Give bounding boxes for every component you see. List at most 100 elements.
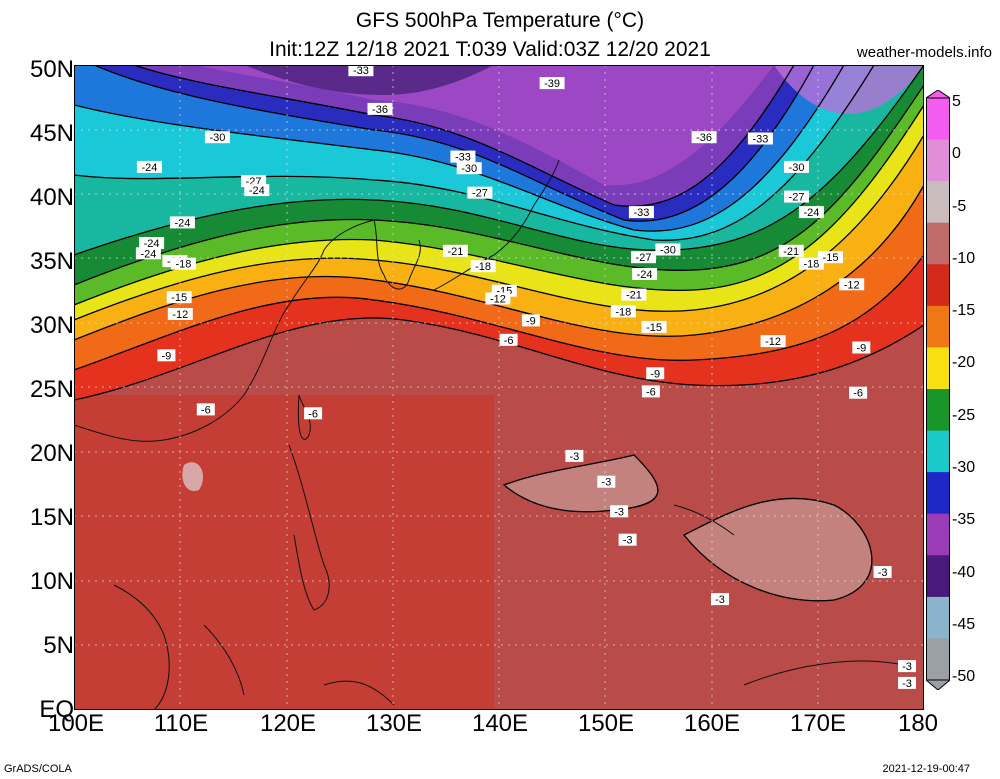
lat-label-50n: 50N [29,56,74,83]
contour-label-text: -15 [171,292,187,304]
contour-label-text: -30 [209,132,225,144]
west-warm-field [74,395,494,710]
contour-label-text: -24 [140,248,156,260]
colorbar-swatch [926,98,950,141]
contour-label: -27 [467,186,493,200]
lon-label-110e: 110E [153,710,209,737]
contour-label: -27 [631,251,656,264]
colorbar-label: -40 [952,563,976,581]
contour-label-text: -21 [783,246,799,258]
contour-label: -18 [610,305,636,318]
contour-label: -12 [760,335,786,348]
colorbar-label: -20 [952,354,976,372]
contour-label-text: -24 [249,185,265,197]
contour-label-text: -39 [544,78,560,90]
contour-label: -3 [597,475,616,489]
contour-label: -12 [839,278,865,291]
contour-label-text: -36 [372,104,388,116]
lat-label-5n: 5N [43,632,74,659]
contour-label: -18 [170,257,196,271]
temperature-map[interactable]: -39-36-36-33-33-33-33-30-30 -30-30-27-27-… [74,65,924,710]
contour-label-text: -3 [878,567,888,579]
colorbar-swatch [926,222,950,265]
contour-label-text: -9 [856,343,866,355]
colorbar-label: 0 [952,145,961,163]
contour-label-text: -15 [646,322,662,334]
contour-label: -12 [485,292,511,306]
contour-label: -27 [784,190,809,204]
contour-label: -21 [778,244,804,258]
contour-label: -18 [470,260,496,273]
map-subtitle: Init:12Z 12/18 2021 T:039 Valid:03Z 12/2… [269,38,711,61]
contour-label: -33 [450,150,476,164]
contour-label: -36 [367,102,393,116]
lon-label-170e: 170E [789,710,847,737]
contour-label-text: -18 [475,261,491,273]
lon-label-140e: 140E [471,710,529,737]
contour-label-text: -18 [175,259,191,271]
contour-label-text: -3 [570,451,580,463]
contour-label-text: -36 [696,132,712,144]
colorbar-frame [926,97,950,681]
contour-label: -3 [618,533,637,547]
contour-label-text: -33 [353,65,369,77]
lat-label-10n: 10N [29,568,74,595]
contour-label: -21 [621,288,647,302]
contour-label-text: -12 [844,279,860,291]
warm-patch-1 [504,455,658,512]
contour-label-text: -24 [803,207,819,219]
contour-label: -15 [166,291,192,304]
colorbar-label: 5 [952,93,961,110]
contour-label: -30 [456,162,482,175]
contour-label-text: -12 [490,294,506,306]
map-title: GFS 500hPa Temperature (°C) [355,9,645,32]
contour-label: -6 [641,385,660,398]
colorbar-label: -35 [952,511,976,529]
colorbar-label: -50 [952,668,976,685]
contour-label: -24 [169,216,195,229]
contour-label-text: -6 [646,386,656,398]
contour-label: -9 [646,367,665,380]
colorbar-swatch [926,472,950,515]
colorbar-swatch [926,389,950,432]
contour-label: -24 [244,184,270,197]
contour-label: -24 [798,206,824,219]
lat-label-25n: 25N [29,376,74,403]
warm-patch-2 [684,498,872,601]
colorbar-top-arrow [926,90,950,99]
colorbar [926,90,950,690]
contour-label-text: -33 [455,152,471,164]
contour-label-text: -24 [144,238,160,250]
contour-label: -24 [632,268,658,281]
colorbar-swatch [926,555,950,598]
contour-label-text: -27 [789,192,805,204]
lon-label-150e: 150E [577,710,635,737]
contour-label-text: -21 [447,246,463,258]
contour-label: -24 [139,237,165,250]
lat-label-35n: 35N [29,248,74,275]
contour-label-text: -18 [803,259,819,271]
contour-label-text: -24 [141,162,157,174]
lat-label-40n: 40N [29,184,74,211]
colorbar-label: -25 [952,406,976,424]
contour-label-text: -6 [853,388,863,400]
contour-label: -9 [157,349,176,362]
colorbar-label: -15 [952,302,976,320]
contour-label: -21 [442,244,468,258]
contour-label: -3 [898,660,916,673]
warm-patch-3 [182,462,204,491]
contour-label: -6 [196,403,215,416]
contour-label-text: -9 [162,350,172,362]
contour-label-text: -6 [308,408,318,420]
colorbar-label: -30 [952,458,976,476]
colorbar-label: -10 [952,249,976,267]
colorbar-swatch [926,264,950,307]
contour-label-text: -3 [902,678,912,690]
contour-label: -30 [784,160,809,174]
contour-label: -24 [136,160,162,174]
colorbar-swatch [926,596,950,639]
contour-label: -3 [873,566,892,579]
contour-label-text: -3 [601,477,611,489]
contour-label-text: -12 [172,309,188,321]
lon-label-130e: 130E [365,710,423,737]
